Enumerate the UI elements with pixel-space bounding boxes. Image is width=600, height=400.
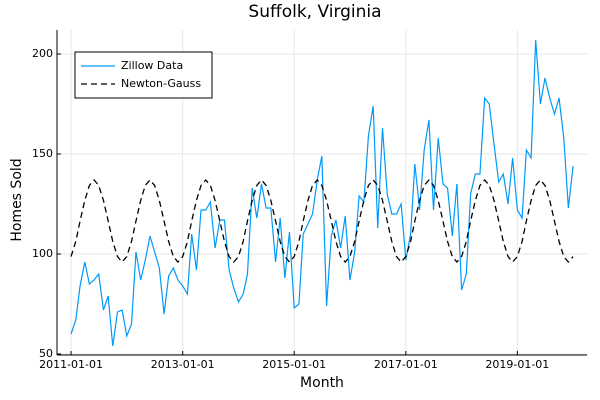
series-line <box>70 179 574 263</box>
legend-label: Newton-Gauss <box>121 77 201 90</box>
y-tick-label: 150 <box>32 147 53 160</box>
y-tick-label: 100 <box>32 247 53 260</box>
x-tick-label: 2019-01-01 <box>485 358 549 371</box>
y-axis-label: Homes Sold <box>9 158 25 241</box>
legend-box <box>74 51 213 99</box>
x-tick-label: 2015-01-01 <box>262 358 326 371</box>
x-tick-label: 2013-01-01 <box>151 358 215 371</box>
legend-label: Zillow Data <box>121 59 183 72</box>
x-axis-label: Month <box>300 375 344 391</box>
x-tick-label: 2011-01-01 <box>39 358 103 371</box>
chart-title: Suffolk, Virginia <box>248 2 381 22</box>
y-tick-label: 200 <box>32 47 53 60</box>
series-line <box>70 39 574 347</box>
y-tick-label: 50 <box>39 347 53 360</box>
x-tick-label: 2017-01-01 <box>374 358 438 371</box>
